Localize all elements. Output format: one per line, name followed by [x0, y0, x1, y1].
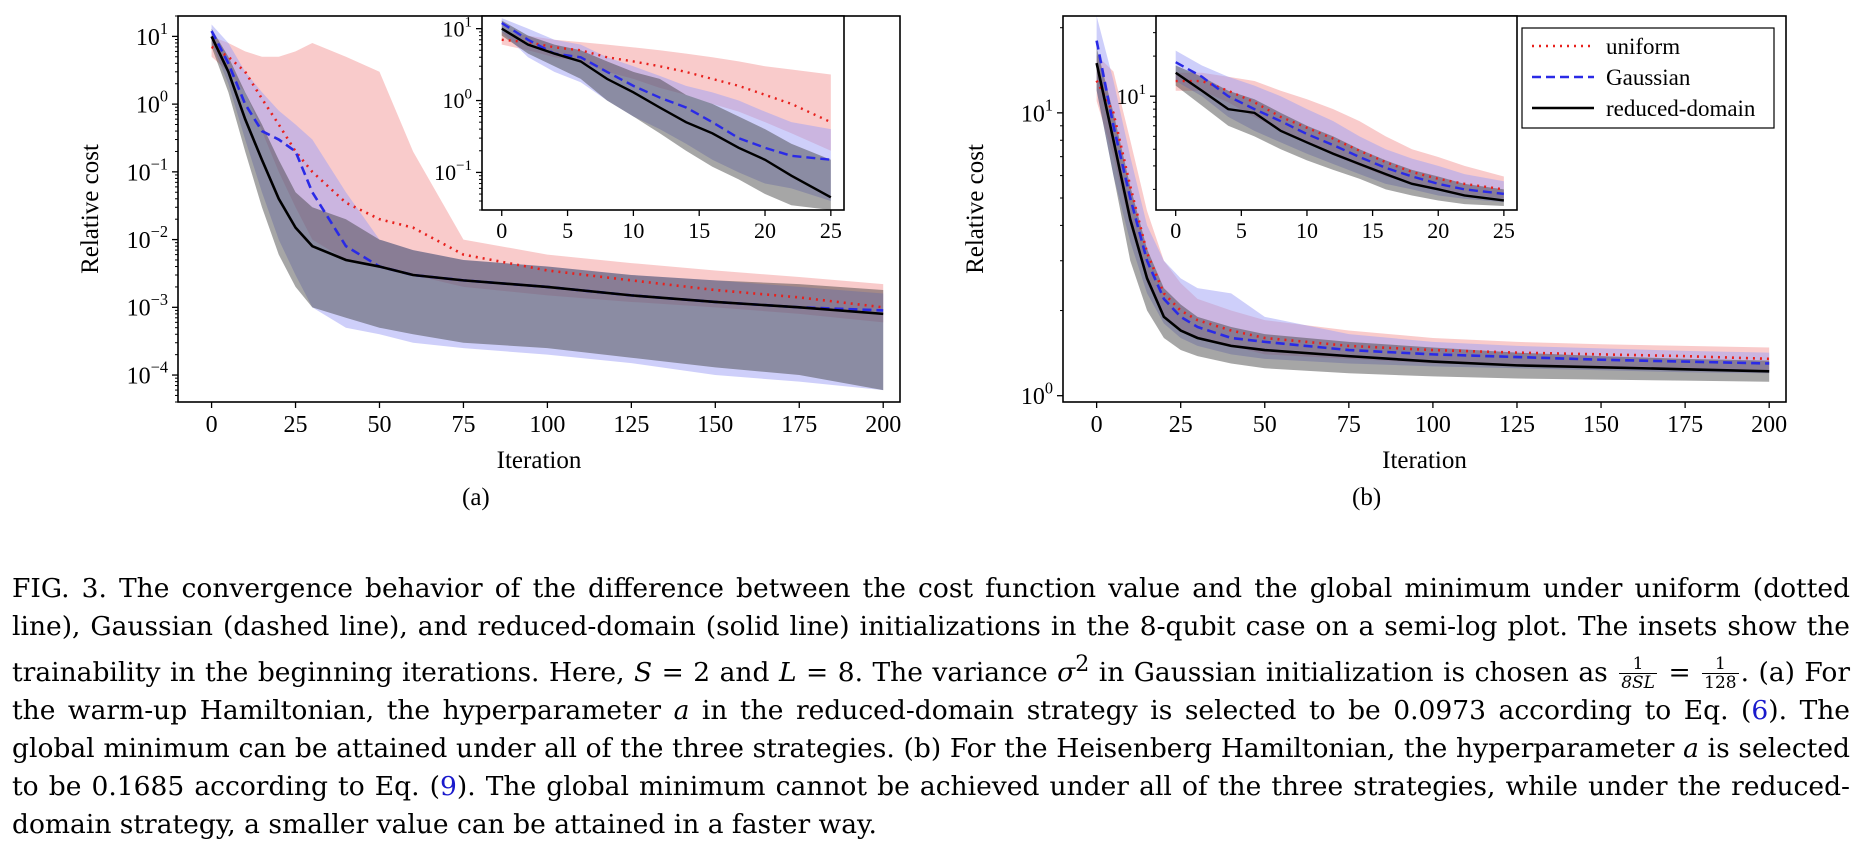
panel-b-inset-xtick-label: 10 — [1296, 218, 1318, 243]
panel-b-main-xtick-label: 125 — [1499, 412, 1535, 438]
panel-b-inset-plot-area — [1175, 50, 1505, 207]
legend-label-uniform: uniform — [1606, 34, 1680, 59]
panel-b-main-xtick-label: 0 — [1091, 412, 1103, 438]
caption-var-s: S — [634, 656, 653, 688]
panel-a-inset-plot-area — [501, 18, 832, 210]
panel-a-main-line-uniform — [210, 45, 884, 309]
caption-sigma: σ — [1057, 656, 1076, 688]
panel-a-main-ytick-label: 10−2 — [127, 222, 168, 254]
panel-a-inset-band-reduced-domain — [501, 20, 831, 210]
panel-a-inset-xtick-label: 5 — [562, 218, 573, 243]
panel-a-main-xtick-label: 75 — [451, 412, 475, 438]
panel-a-main-ytick-label: 10−3 — [127, 290, 168, 322]
panel-b-main-ytick-label: 100 — [1021, 378, 1053, 410]
panel-a-main-band-reduced-domain — [211, 28, 884, 391]
caption-label: FIG. 3. — [12, 573, 107, 604]
panel-a-inset-ytick-label: 101 — [443, 14, 472, 41]
panel-a-main-ytick-label: 10−4 — [127, 358, 168, 390]
panel-b-main-xtick-label: 100 — [1415, 412, 1451, 438]
panel-a-main-xtick-label: 50 — [367, 412, 391, 438]
panel-b-inset-xtick-label: 25 — [1493, 218, 1515, 243]
panel-b-main-xtick-label: 25 — [1169, 412, 1193, 438]
panel-b-main-plot-area — [1095, 16, 1770, 382]
caption-text-1: The convergence behavior of the differen… — [12, 573, 1851, 688]
panel-a-inset-xtick-label: 20 — [754, 218, 776, 243]
panel-a-inset-ytick-label: 100 — [443, 86, 472, 113]
panel-b-main-xtick-label: 150 — [1583, 412, 1619, 438]
panel-a-inset-frame — [481, 15, 845, 211]
panel-b-inset-xtick-label: 0 — [1170, 218, 1181, 243]
caption-eq-ref-6[interactable]: 6 — [1751, 695, 1769, 727]
caption-equals: = — [1658, 656, 1701, 688]
panel-b-main-xtick-label: 50 — [1253, 412, 1277, 438]
panel-a-inset-xtick-label: 25 — [820, 218, 842, 243]
caption-text-2: in Gaussian initialization is chosen as — [1089, 656, 1608, 688]
panel-a-ylabel: Relative cost — [77, 144, 104, 274]
caption-fraction-1: 1 8SL — [1619, 654, 1657, 694]
panel-b-inset-line-Gaussian — [1175, 61, 1505, 196]
panel-b-inset-band-reduced-domain — [1175, 65, 1504, 207]
caption-text-6: is selected to be 0.1685 according to Eq… — [12, 733, 1850, 803]
panel-b-inset-band-Gaussian — [1175, 50, 1504, 203]
caption-var-l: L — [778, 656, 797, 688]
panel-b-main-line-Gaussian — [1095, 40, 1770, 365]
caption-text-7: ). The global minimum cannot be achieved… — [12, 771, 1851, 841]
caption-var-a2: a — [1683, 733, 1699, 765]
panel-a-main-line-reduced-domain — [210, 35, 884, 316]
panel-b-main-ytick-label: 101 — [1021, 95, 1053, 127]
panel-b-inset-ytick-label: 101 — [1117, 82, 1146, 109]
panel-a-main-ytick-label: 10−1 — [127, 154, 168, 186]
panel-a-main-xtick-label: 125 — [613, 412, 649, 438]
caption-sup: 2 — [1075, 652, 1090, 677]
panel-b-main-xtick-label: 175 — [1667, 412, 1703, 438]
panel-a-inset-line-reduced-domain — [501, 27, 832, 199]
legend-label-reduced-domain: reduced-domain — [1606, 96, 1756, 121]
panel-b-inset-xtick-label: 5 — [1236, 218, 1247, 243]
panel-b-main-line-uniform — [1095, 80, 1770, 361]
panel-a-inset-xtick-label: 15 — [688, 218, 710, 243]
panel-a-main-xtick-label: 100 — [529, 412, 565, 438]
figure-caption: FIG. 3. The convergence behavior of the … — [12, 570, 1850, 844]
panel-a-main-xtick-label: 200 — [865, 412, 901, 438]
panel-a-inset-ytick-label: 10−1 — [434, 158, 472, 185]
panel-b-main-xtick-label: 75 — [1337, 412, 1361, 438]
caption-text-4: in the reduced-domain strategy is select… — [689, 695, 1752, 727]
panel-a-main-xtick-label: 0 — [206, 412, 218, 438]
caption-text-eq: = 2 and — [652, 656, 779, 688]
caption-eq-ref-9[interactable]: 9 — [439, 771, 457, 803]
panel-a-inset: 0 5 10 15 20 25 101 100 10−1 — [434, 14, 845, 243]
panel-a-xlabel: Iteration — [497, 447, 582, 474]
subplot-label-b: (b) — [1352, 484, 1382, 511]
panel-b-main-xtick-label: 200 — [1751, 412, 1787, 438]
panel-b: 0 25 50 75 100 125 150 175 200101100IterationRel… — [962, 15, 1787, 474]
subplot-label-a: (a) — [462, 484, 490, 511]
caption-text-5: ). The global minimum can be attained un… — [12, 695, 1850, 765]
caption-text-eq2: = 8. The variance — [796, 656, 1058, 688]
caption-fraction-2: 1 128 — [1702, 654, 1739, 694]
legend-label-Gaussian: Gaussian — [1606, 65, 1691, 90]
caption-text-3: . (a) For the warm-up Hamiltonian, the h… — [12, 656, 1850, 727]
panel-b-xlabel: Iteration — [1382, 447, 1467, 474]
panel-a: 0 25 50 75 100 125 150 175 20010110010−110−210−3… — [77, 14, 901, 474]
panel-a-inset-xtick-label: 10 — [622, 218, 644, 243]
panel-a-main-ytick-label: 100 — [136, 87, 168, 119]
panel-a-main-ytick-label: 101 — [136, 19, 168, 51]
figure: 0 25 50 75 100 125 150 175 20010110010−110−210−3… — [77, 14, 1787, 474]
panel-b-inset-line-uniform — [1175, 79, 1505, 191]
panel-a-inset-xtick-label: 0 — [496, 218, 507, 243]
panel-b-inset-line-reduced-domain — [1175, 71, 1505, 202]
panel-b-ylabel: Relative cost — [962, 144, 989, 274]
panel-a-main-xtick-label: 175 — [781, 412, 817, 438]
panel-b-main-line-reduced-domain — [1095, 62, 1770, 373]
panel-b-inset: 0 5 10 15 20 25 101 — [1117, 15, 1518, 243]
caption-var-a1: a — [673, 695, 690, 727]
panel-b-inset-xtick-label: 20 — [1427, 218, 1449, 243]
panel-b-inset-xtick-label: 15 — [1362, 218, 1384, 243]
panel-a-main-xtick-label: 25 — [284, 412, 308, 438]
panel-a-main-band-Gaussian — [211, 24, 884, 391]
panel-a-main-xtick-label: 150 — [697, 412, 733, 438]
panel-a-main-plot-area — [210, 24, 884, 391]
panel-b-inset-frame — [1155, 15, 1518, 211]
legend: uniform Gaussian reduced-domain — [1521, 27, 1775, 129]
